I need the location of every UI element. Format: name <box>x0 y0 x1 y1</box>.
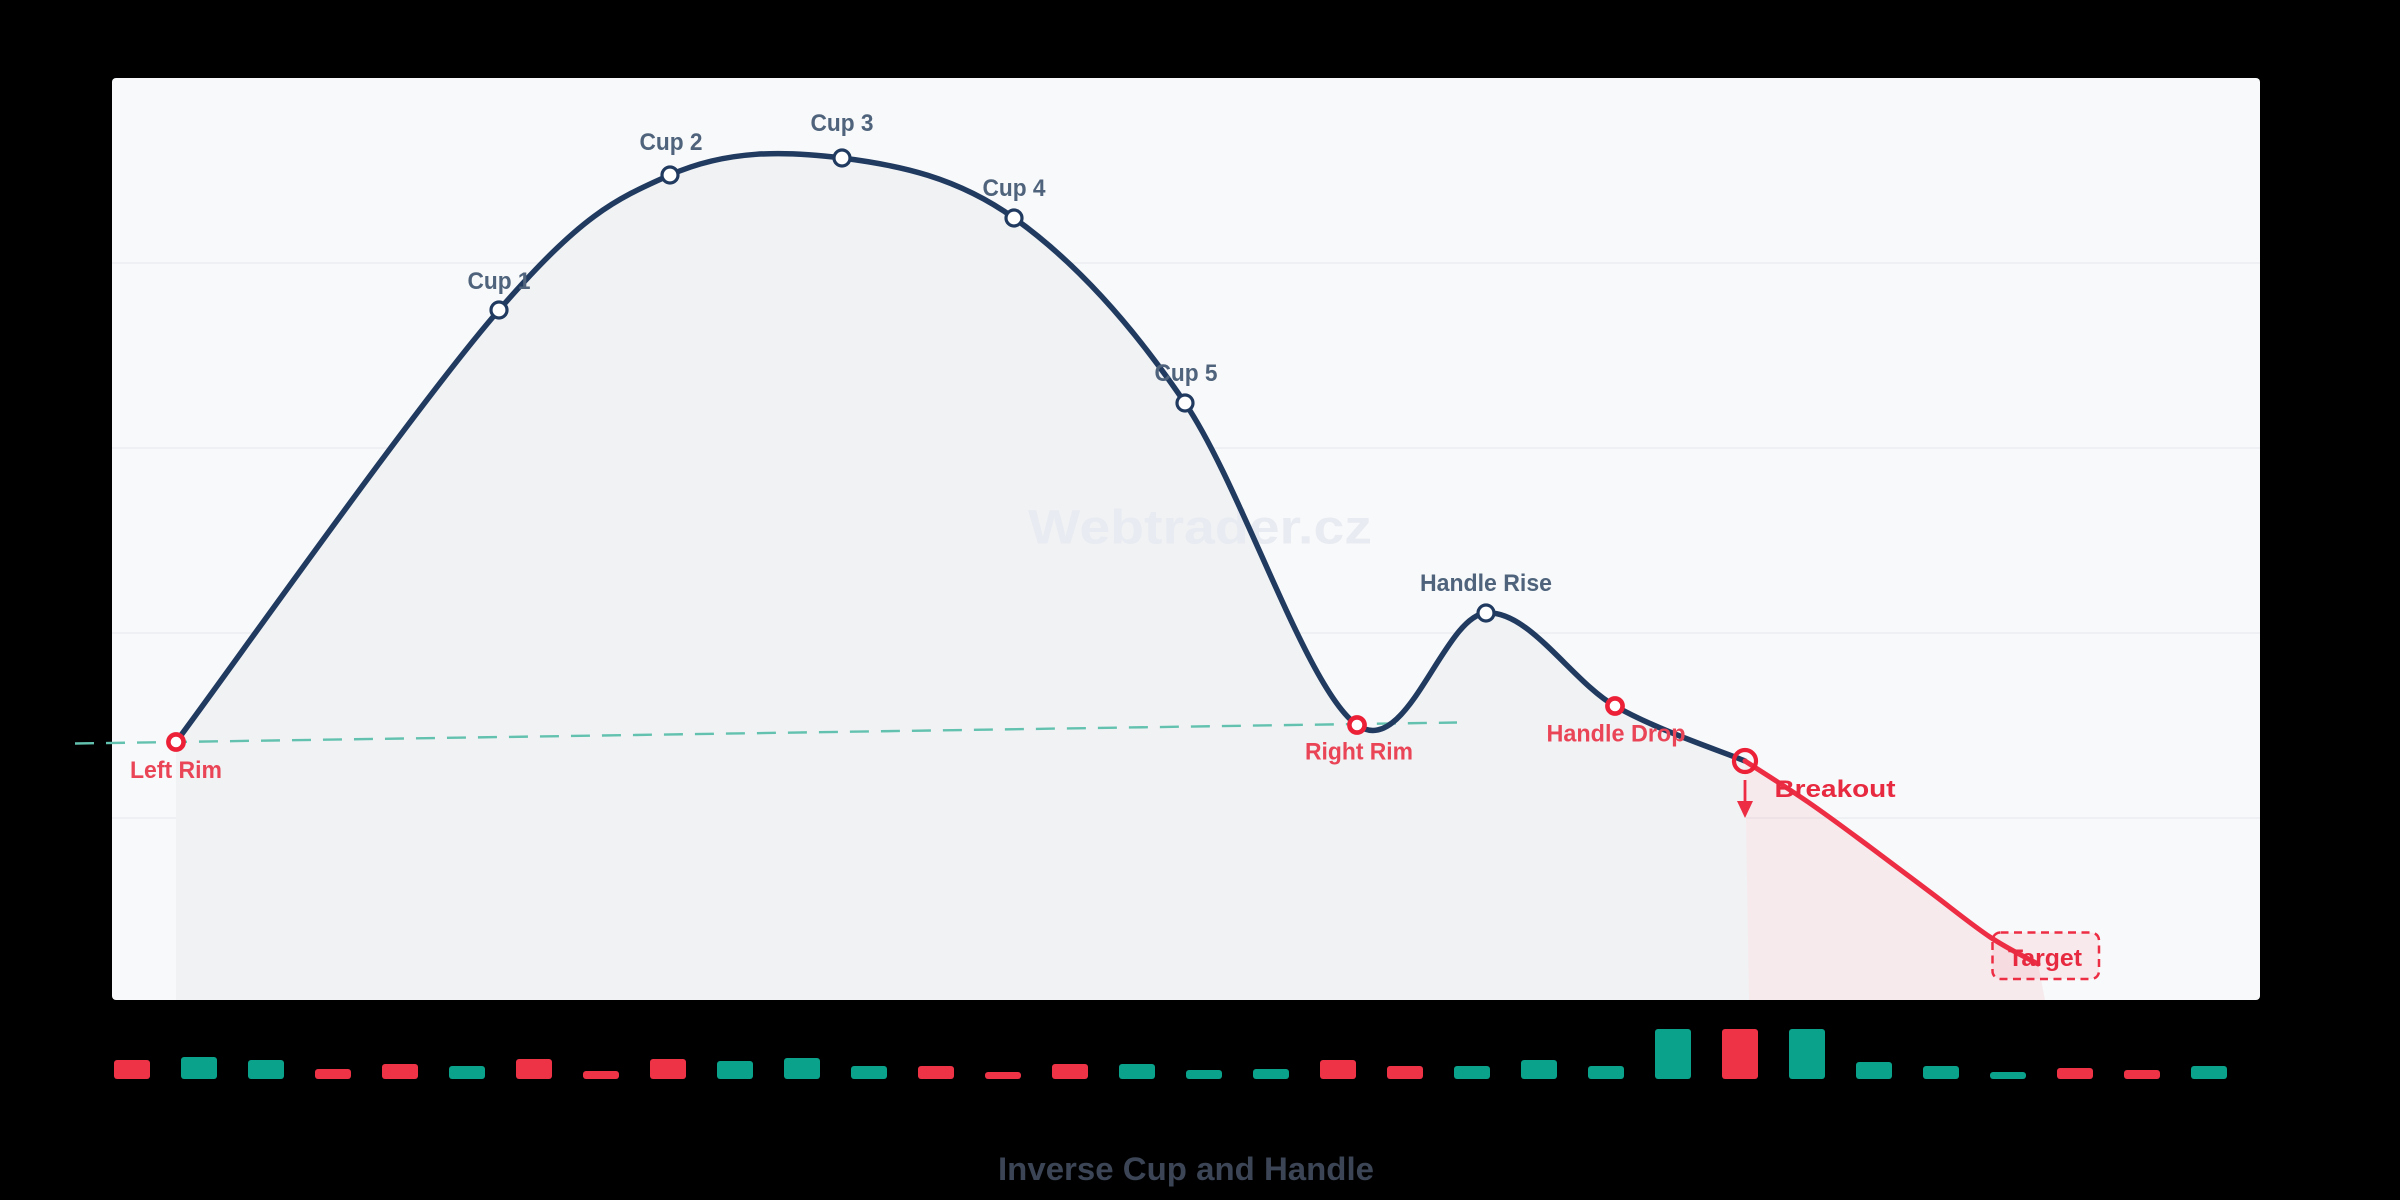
svg-text:Cup 1: Cup 1 <box>468 268 531 295</box>
svg-text:Cup 5: Cup 5 <box>1155 360 1218 387</box>
svg-text:Cup 4: Cup 4 <box>983 175 1047 202</box>
svg-text:Target: Target <box>2008 945 2082 972</box>
svg-text:Right Rim: Right Rim <box>1305 739 1413 766</box>
svg-text:Cup 3: Cup 3 <box>811 110 874 137</box>
svg-text:Handle Drop: Handle Drop <box>1547 721 1686 748</box>
svg-text:Webtrader.cz: Webtrader.cz <box>1028 502 1372 555</box>
svg-text:Cup 2: Cup 2 <box>640 129 703 156</box>
svg-text:Left Rim: Left Rim <box>130 757 222 784</box>
svg-text:Inverse Cup and Handle: Inverse Cup and Handle <box>998 1151 1374 1187</box>
svg-text:Handle Rise: Handle Rise <box>1420 570 1552 597</box>
svg-text:Breakout: Breakout <box>1775 776 1896 803</box>
